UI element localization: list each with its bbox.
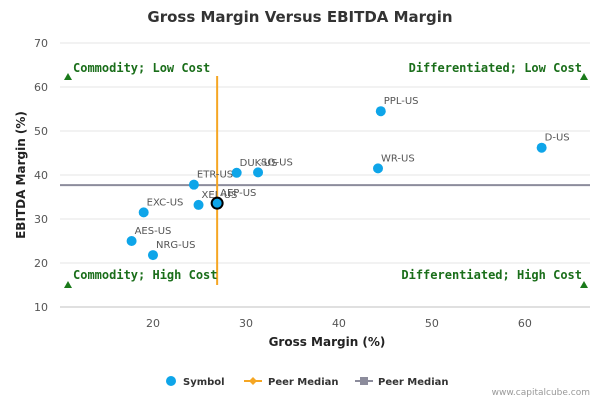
- highlighted-point-ring: [210, 196, 224, 210]
- quadrant-triangle-marker: [64, 73, 72, 80]
- legend-median-y-label: Peer Median: [378, 377, 449, 388]
- legend: Symbol Peer Median Peer Median: [166, 376, 449, 388]
- y-tick-label: 30: [34, 213, 48, 226]
- y-gridlines: [60, 42, 590, 264]
- quadrant-markers: [64, 73, 588, 288]
- data-point: [375, 106, 386, 117]
- legend-symbol-label: Symbol: [183, 377, 225, 388]
- data-point-label: SO-US: [261, 157, 293, 168]
- legend-median-y-square: [360, 377, 368, 385]
- y-axis-title: EBITDA Margin (%): [14, 111, 28, 239]
- y-tick-label: 10: [34, 301, 48, 314]
- quadrant-label-top-left: Commodity; Low Cost: [73, 61, 210, 75]
- data-point-label: PPL-US: [384, 96, 419, 107]
- y-tick-label: 40: [34, 169, 48, 182]
- legend-item-peer-median-x[interactable]: Peer Median: [244, 377, 339, 388]
- legend-item-peer-median-y[interactable]: Peer Median: [355, 377, 449, 388]
- data-point: [138, 207, 149, 218]
- y-tick-label: 20: [34, 257, 48, 270]
- data-point-label: DUK-US: [240, 158, 278, 169]
- x-tick-label: 40: [332, 317, 346, 330]
- data-point-label: EXC-US: [147, 197, 184, 208]
- data-point: [373, 163, 383, 174]
- quadrant-triangle-marker: [64, 281, 72, 288]
- x-tick-label: 50: [425, 317, 439, 330]
- data-point-label: ETR-US: [197, 170, 233, 181]
- x-axis-title: Gross Margin (%): [269, 335, 386, 349]
- x-tick-label: 20: [146, 317, 160, 330]
- data-point: [126, 236, 137, 246]
- data-point: [188, 179, 199, 190]
- legend-median-x-diamond: [249, 377, 257, 385]
- quadrant-triangle-marker: [580, 281, 588, 288]
- data-point: [212, 198, 223, 209]
- data-point: [147, 250, 158, 261]
- x-tick-labels: 20 30 40 50 60: [146, 317, 532, 330]
- data-point-label: D-US: [545, 133, 570, 144]
- legend-symbol-marker: [166, 376, 176, 386]
- data-points: PPL-USD-USWR-USDUK-USSO-USETR-USXEL-USAE…: [126, 96, 570, 261]
- legend-item-symbol[interactable]: Symbol: [166, 376, 225, 388]
- data-point: [193, 199, 204, 210]
- y-tick-label: 50: [34, 125, 48, 138]
- data-point-label: XEL-US: [202, 190, 238, 201]
- x-tick-label: 30: [239, 317, 253, 330]
- chart-title: Gross Margin Versus EBITDA Margin: [147, 8, 452, 26]
- y-tick-label: 70: [34, 37, 48, 50]
- data-point-label: AES-US: [135, 226, 172, 237]
- quadrant-label-top-right: Differentiated; Low Cost: [409, 61, 582, 75]
- data-point: [231, 167, 242, 178]
- y-tick-labels: 10 20 30 40 50 60 70: [34, 37, 48, 314]
- data-point-label: NRG-US: [156, 240, 195, 251]
- quadrant-triangle-marker: [580, 73, 588, 80]
- quadrant-label-bottom-right: Differentiated; High Cost: [401, 268, 582, 282]
- legend-median-x-label: Peer Median: [268, 377, 339, 388]
- data-point: [536, 142, 547, 153]
- credit-text: www.capitalcube.com: [492, 388, 590, 398]
- x-tick-label: 60: [518, 317, 532, 330]
- y-tick-label: 60: [34, 81, 48, 94]
- quadrant-label-bottom-left: Commodity; High Cost: [73, 268, 218, 282]
- data-point-label: WR-US: [381, 153, 415, 164]
- data-point-label: AEP-US: [220, 188, 256, 199]
- data-point: [253, 167, 264, 178]
